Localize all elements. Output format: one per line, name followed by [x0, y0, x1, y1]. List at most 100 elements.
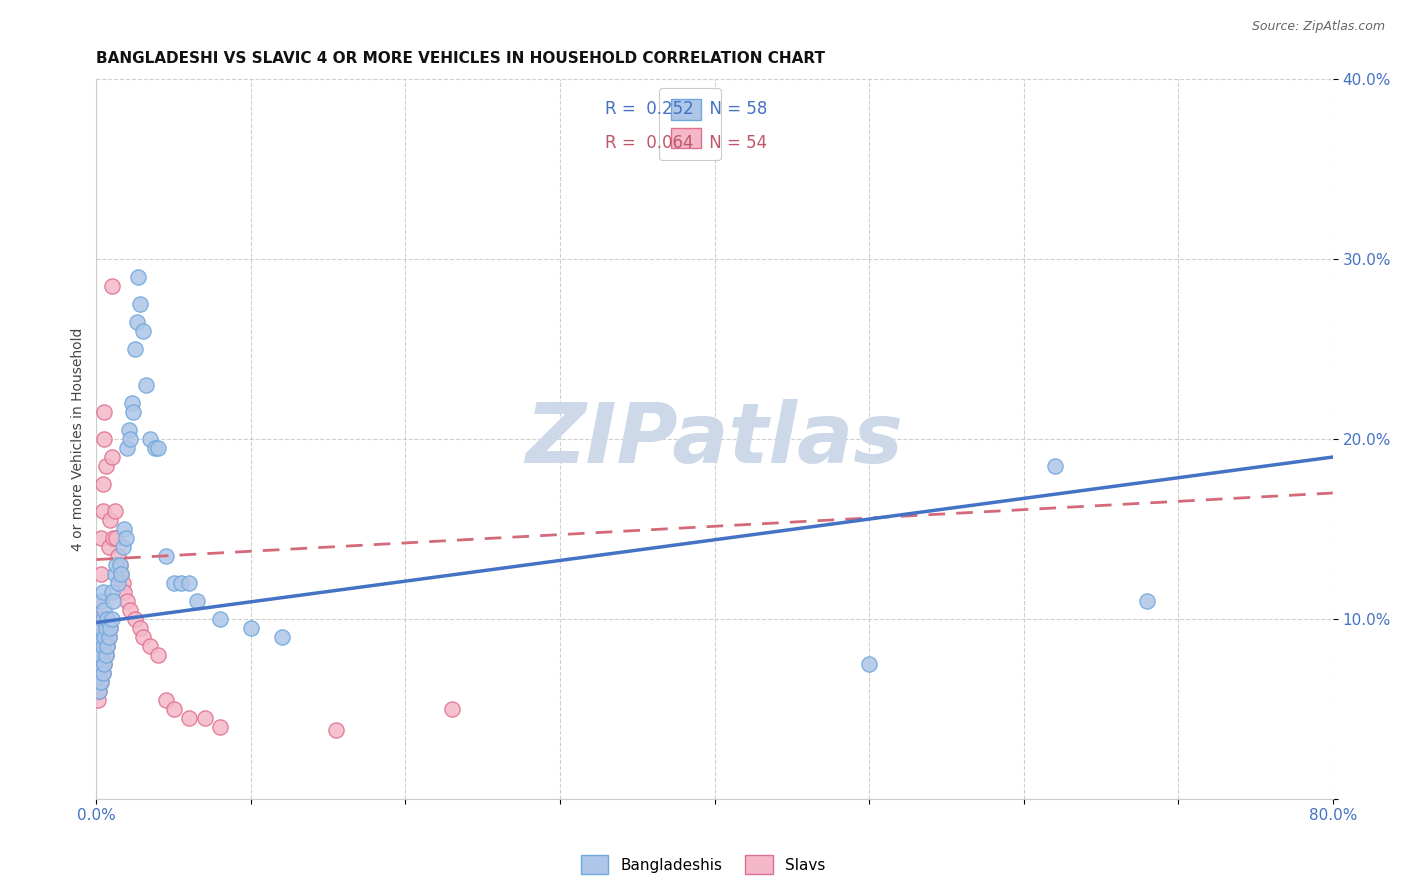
Point	[186, 594, 208, 608]
Point	[93, 657, 115, 671]
Text: R =  0.064   N = 54: R = 0.064 N = 54	[605, 134, 768, 152]
Point	[110, 566, 132, 581]
Point	[90, 674, 112, 689]
Point	[94, 648, 117, 662]
Point	[89, 630, 111, 644]
Point	[97, 630, 120, 644]
Point	[101, 585, 124, 599]
Point	[90, 648, 112, 662]
Point	[91, 639, 114, 653]
Point	[440, 702, 463, 716]
Point	[97, 540, 120, 554]
Point	[177, 576, 200, 591]
Point	[105, 558, 128, 572]
Point	[87, 693, 110, 707]
Point	[858, 657, 880, 671]
Point	[96, 612, 118, 626]
Point	[107, 576, 129, 591]
Point	[89, 612, 111, 626]
Text: Source: ZipAtlas.com: Source: ZipAtlas.com	[1251, 20, 1385, 33]
Point	[1136, 594, 1159, 608]
Point	[325, 723, 347, 738]
Text: BANGLADESHI VS SLAVIC 4 OR MORE VEHICLES IN HOUSEHOLD CORRELATION CHART: BANGLADESHI VS SLAVIC 4 OR MORE VEHICLES…	[97, 51, 825, 66]
Point	[89, 630, 111, 644]
Point	[91, 612, 114, 626]
Text: ZIPatlas: ZIPatlas	[526, 399, 904, 480]
Point	[112, 585, 135, 599]
Point	[103, 594, 125, 608]
Point	[108, 558, 131, 572]
Point	[90, 674, 112, 689]
Point	[101, 279, 124, 293]
Point	[98, 621, 121, 635]
Point	[91, 665, 114, 680]
Point	[124, 612, 146, 626]
Point	[146, 441, 169, 455]
Point	[135, 378, 157, 392]
Point	[121, 396, 143, 410]
Point	[90, 594, 112, 608]
Point	[91, 477, 114, 491]
Point	[90, 594, 112, 608]
Point	[89, 683, 111, 698]
Legend: Bangladeshis, Slavs: Bangladeshis, Slavs	[575, 849, 831, 880]
Point	[90, 621, 112, 635]
Point	[94, 621, 117, 635]
Point	[118, 423, 141, 437]
Point	[90, 621, 112, 635]
Point	[120, 432, 142, 446]
Point	[139, 639, 162, 653]
Point	[98, 621, 121, 635]
Point	[111, 540, 134, 554]
Point	[91, 665, 114, 680]
Point	[104, 566, 127, 581]
Point	[87, 665, 110, 680]
Point	[128, 621, 150, 635]
Text: R =  0.252   N = 58: R = 0.252 N = 58	[605, 100, 768, 119]
Point	[239, 621, 262, 635]
Point	[103, 531, 125, 545]
Point	[155, 549, 177, 563]
Y-axis label: 4 or more Vehicles in Household: 4 or more Vehicles in Household	[72, 327, 86, 550]
Point	[146, 648, 169, 662]
Point	[114, 531, 136, 545]
Point	[94, 458, 117, 473]
Point	[93, 657, 115, 671]
Point	[91, 504, 114, 518]
Point	[93, 603, 115, 617]
Point	[94, 621, 117, 635]
Point	[87, 648, 110, 662]
Point	[89, 657, 111, 671]
Point	[89, 683, 111, 698]
Point	[93, 405, 115, 419]
Point	[94, 648, 117, 662]
Point	[91, 585, 114, 599]
Point	[139, 432, 162, 446]
Point	[97, 630, 120, 644]
Point	[155, 693, 177, 707]
Point	[104, 504, 127, 518]
Point	[112, 522, 135, 536]
Point	[124, 342, 146, 356]
Point	[120, 603, 142, 617]
Point	[90, 531, 112, 545]
Point	[270, 630, 292, 644]
Point	[101, 450, 124, 464]
Point	[117, 594, 139, 608]
Point	[107, 549, 129, 563]
Point	[143, 441, 166, 455]
Point	[117, 441, 139, 455]
Point	[89, 657, 111, 671]
Point	[208, 720, 231, 734]
Point	[1043, 458, 1066, 473]
Point	[87, 665, 110, 680]
Point	[132, 324, 155, 338]
Point	[128, 297, 150, 311]
Point	[93, 432, 115, 446]
Point	[90, 648, 112, 662]
Point	[122, 405, 145, 419]
Point	[96, 639, 118, 653]
Point	[132, 630, 155, 644]
Point	[91, 639, 114, 653]
Point	[125, 315, 148, 329]
